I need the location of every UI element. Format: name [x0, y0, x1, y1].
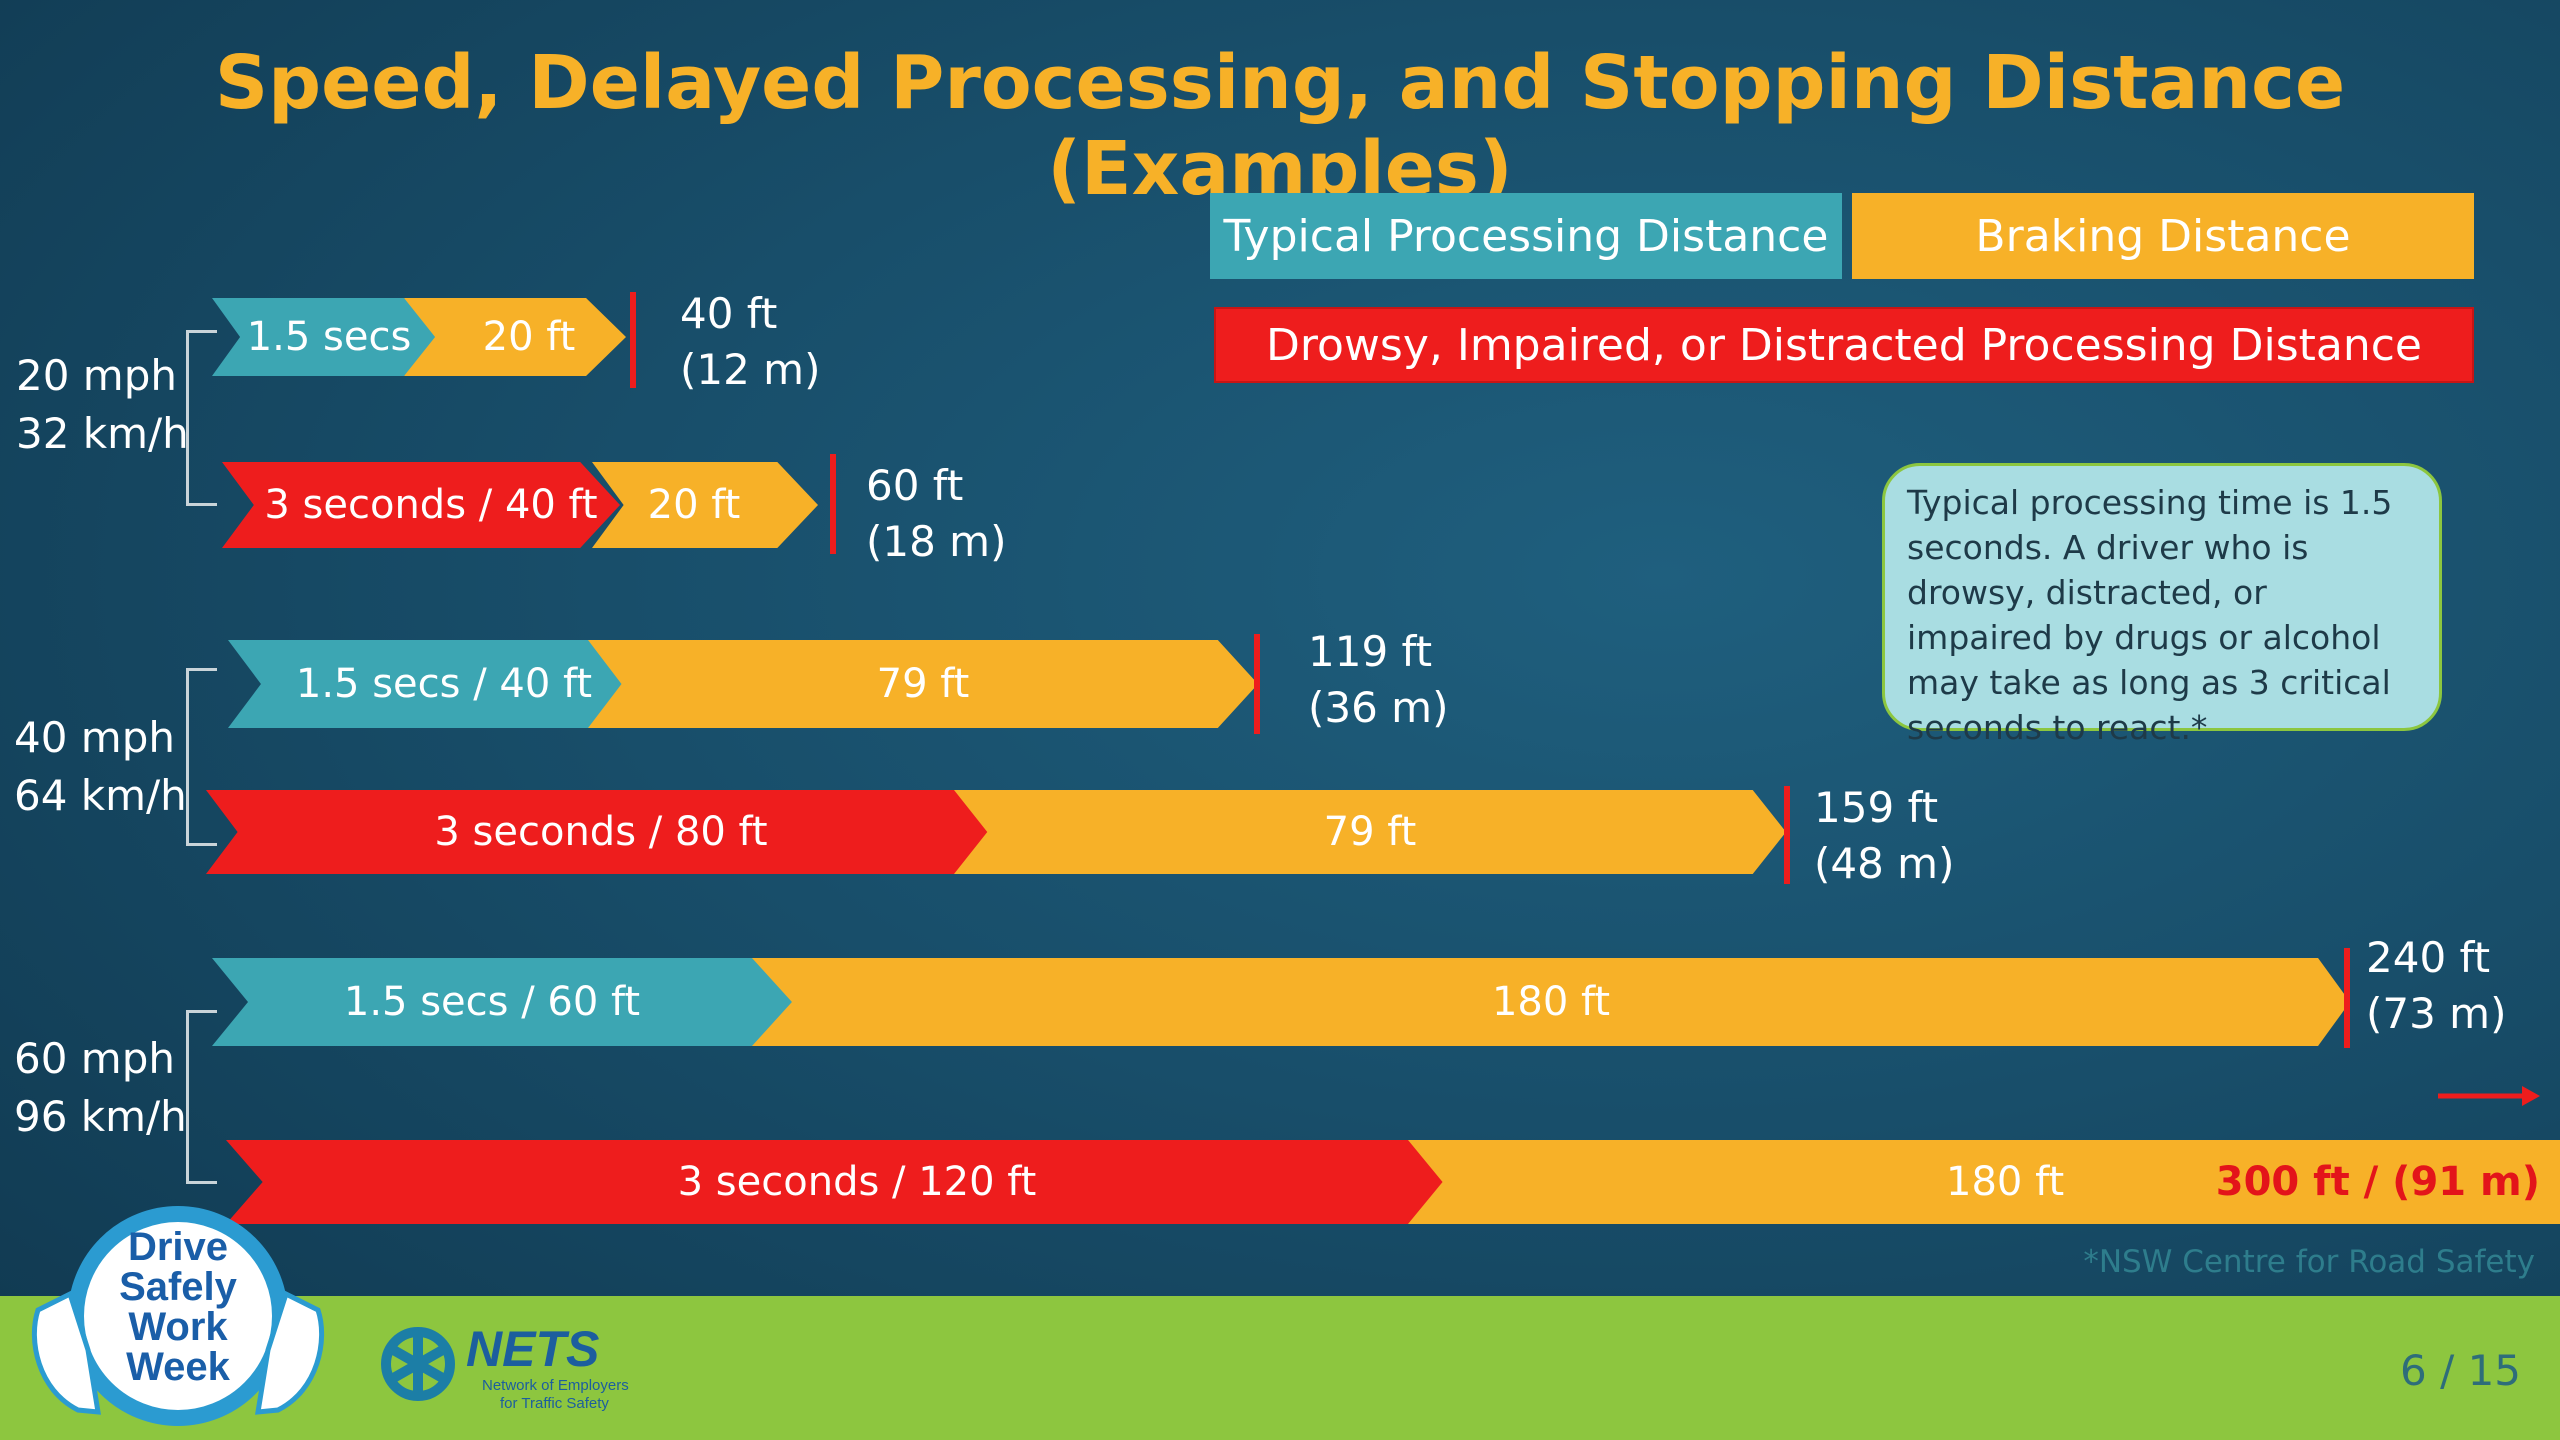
speed-label-40: 40 mph 64 km/h	[14, 713, 187, 820]
bracket-40	[186, 668, 217, 846]
total-20-drowsy: 60 ft (18 m)	[866, 461, 1007, 566]
nets-logo-text: NETS	[466, 1321, 599, 1377]
bar-60-typical-processing: 1.5 secs / 60 ft	[212, 958, 812, 1046]
bar-60-braking: 180 ft	[752, 958, 2350, 1046]
legend-braking-distance: Braking Distance	[1852, 193, 2474, 279]
bar-20-typical-processing: 1.5 secs	[212, 298, 446, 376]
processing-time-note: Typical processing time is 1.5 seconds. …	[1882, 463, 2442, 747]
bracket-60	[186, 1010, 217, 1184]
legend-drowsy-processing: Drowsy, Impaired, or Distracted Processi…	[1214, 307, 2474, 383]
source-citation: *NSW Centre for Road Safety	[2083, 1244, 2535, 1280]
end-marker-40-drowsy	[1784, 786, 1790, 884]
page-number: 6 / 15	[2400, 1346, 2522, 1395]
dsww-logo-word-3: Work	[128, 1305, 228, 1349]
arrow-right-icon	[2438, 1086, 2540, 1106]
legend-typical-processing: Typical Processing Distance	[1210, 193, 1842, 279]
speed-label-60: 60 mph 96 km/h	[14, 1034, 187, 1141]
total-60-drowsy: 300 ft / (91 m)	[2215, 1159, 2540, 1205]
bar-60-braking-drowsy-label: 180 ft	[1946, 1159, 2065, 1205]
bar-20-braking: 20 ft	[404, 298, 626, 376]
total-40-typical: 119 ft (36 m)	[1308, 627, 1449, 732]
bar-40-braking-drowsy: 79 ft	[954, 790, 1786, 874]
speed-label-20: 20 mph 32 km/h	[16, 351, 189, 458]
nets-tagline-1: Network of Employers	[482, 1377, 629, 1394]
total-20-typical: 40 ft (12 m)	[680, 289, 821, 394]
nets-logo: NETS Network of Employers for Traffic Sa…	[381, 1321, 629, 1412]
drive-safely-work-week-logo: Drive Safely Work Week	[31, 1206, 325, 1426]
bar-40-typical-processing: 1.5 secs / 40 ft	[228, 640, 640, 728]
end-marker-20-drowsy	[830, 454, 836, 554]
bracket-20	[186, 330, 217, 506]
total-40-drowsy: 159 ft (48 m)	[1814, 783, 1955, 888]
bar-60-braking-drowsy: 180 ft 300 ft / (91 m)	[1408, 1140, 2560, 1224]
end-marker-20-typical	[630, 292, 636, 388]
dsww-logo-word-4: Week	[126, 1345, 231, 1389]
end-marker-60-typical	[2344, 948, 2350, 1048]
end-marker-40-typical	[1254, 634, 1260, 734]
bar-20-drowsy-processing: 3 seconds / 40 ft	[222, 462, 620, 548]
nets-tagline-2: for Traffic Safety	[500, 1395, 609, 1412]
slide-title: Speed, Delayed Processing, and Stopping …	[214, 40, 2346, 212]
bar-40-braking: 79 ft	[588, 640, 1258, 728]
bar-40-drowsy-processing: 3 seconds / 80 ft	[206, 790, 996, 874]
bar-60-drowsy-processing: 3 seconds / 120 ft	[226, 1140, 1448, 1224]
bar-20-braking-drowsy: 20 ft	[592, 462, 818, 548]
total-60-typical: 240 ft (73 m)	[2366, 933, 2507, 1038]
dsww-logo-word-2: Safely	[119, 1265, 238, 1309]
dsww-logo-word-1: Drive	[128, 1225, 228, 1269]
